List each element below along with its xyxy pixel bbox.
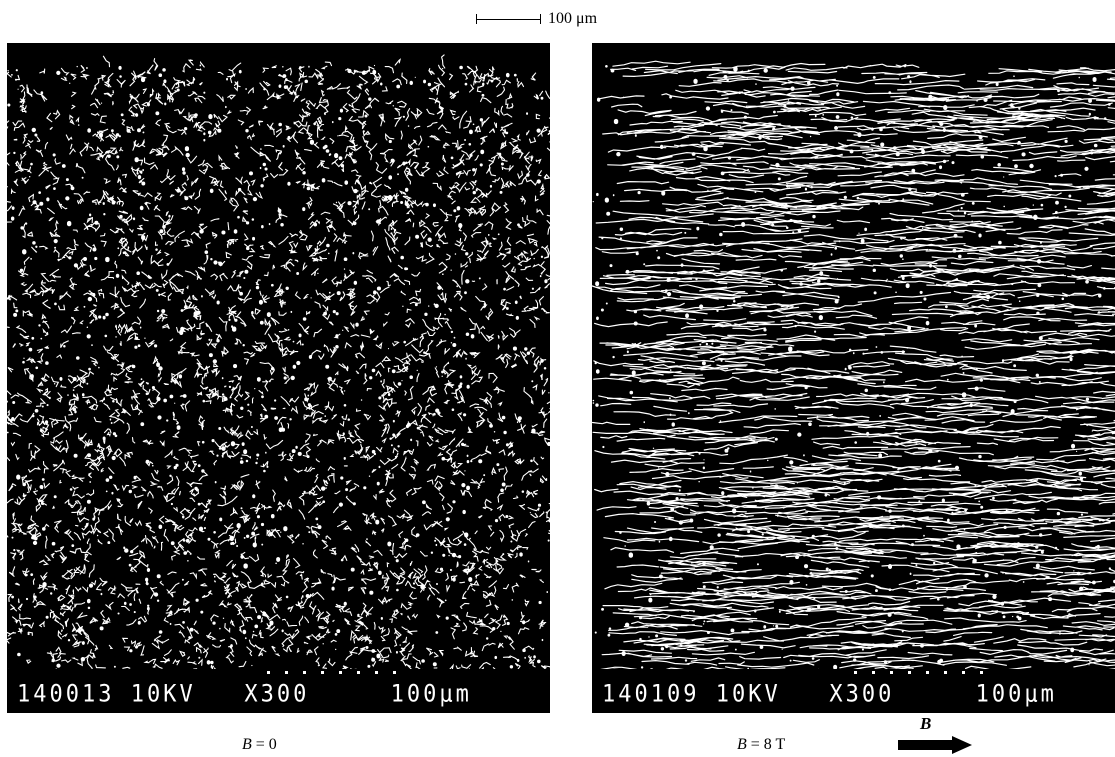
micrograph-texture-b8t <box>592 60 1115 695</box>
micrograph-b0: 140013 10KV X300 100μm <box>7 43 550 713</box>
caption-variable: B <box>242 736 252 753</box>
texture-strokes <box>592 60 1115 695</box>
sem-scale-dots <box>267 671 396 683</box>
caption-value: = 8 T <box>746 736 786 753</box>
sem-info-bar: 140109 10KV X300 100μm <box>592 669 1115 713</box>
caption-variable: B <box>737 736 747 753</box>
scale-bar-line <box>476 19 540 20</box>
micrograph-b8t: 140109 10KV X300 100μm <box>592 43 1115 713</box>
arrow-right-icon <box>898 736 972 754</box>
scale-bar-label: 100 μm <box>548 10 598 27</box>
sem-info-text: 140109 10KV X300 100μm <box>602 680 1057 709</box>
micrograph-texture-b0 <box>7 54 550 700</box>
scale-bar: 100 μm <box>474 10 644 32</box>
scale-bar-tick-right <box>540 14 541 24</box>
magnetic-field-arrow: B <box>898 714 974 756</box>
caption-b8t: B = 8 T <box>737 736 785 754</box>
sem-info-text: 140013 10KV X300 100μm <box>17 680 472 709</box>
caption-value: = 0 <box>251 736 277 753</box>
caption-b0: B = 0 <box>242 736 277 754</box>
sem-info-bar: 140013 10KV X300 100μm <box>7 669 550 713</box>
sem-scale-dots <box>854 671 983 683</box>
field-arrow-label: B <box>920 714 932 733</box>
scale-bar-tick-left <box>476 14 477 24</box>
